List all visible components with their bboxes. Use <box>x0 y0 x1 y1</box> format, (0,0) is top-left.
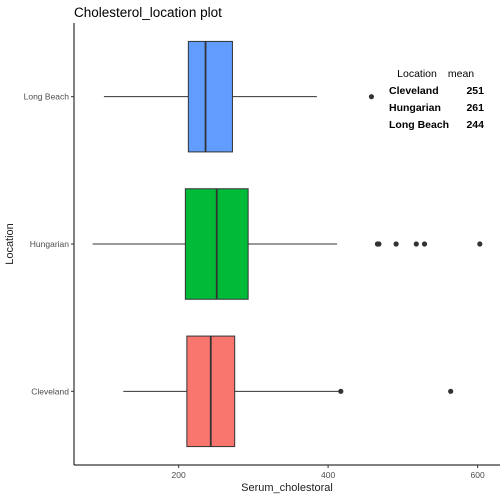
chart-title: Cholesterol_location plot <box>74 5 222 20</box>
outlier-point <box>393 241 399 247</box>
outlier-point <box>368 94 375 100</box>
table-row-mean: 251 <box>466 85 484 97</box>
table-row-location: Cleveland <box>389 85 439 97</box>
table-row-location: Long Beach <box>389 119 449 131</box>
outlier-point <box>338 388 344 394</box>
box-group-long-beach <box>103 40 375 153</box>
x-tick-label: 600 <box>470 470 484 480</box>
y-tick-label: Long Beach <box>24 92 70 102</box>
outlier-point <box>477 241 483 247</box>
outlier-point <box>448 388 454 394</box>
boxes-layer <box>92 40 483 448</box>
table-row-mean: 244 <box>466 119 484 131</box>
table-row-location: Hungarian <box>389 102 441 114</box>
x-axis-title: Serum_cholestoral <box>241 482 333 494</box>
y-tick-label: Hungarian <box>30 239 69 249</box>
box-group-cleveland <box>123 335 454 448</box>
outlier-point <box>421 241 428 247</box>
x-tick-label: 200 <box>172 470 186 480</box>
outlier-point <box>376 241 382 247</box>
y-axis-title: Location <box>4 223 16 265</box>
table-header-location: Location <box>397 68 437 80</box>
mean-annotation-table: Location mean Cleveland 251 Hungarian 26… <box>389 68 484 131</box>
iqr-box <box>187 40 233 153</box>
outlier-point <box>413 241 419 247</box>
x-ticks-layer: 200 400 600 <box>172 465 485 480</box>
table-header-mean: mean <box>448 68 474 80</box>
y-tick-label: Cleveland <box>31 386 69 396</box>
table-row-mean: 261 <box>466 102 484 114</box>
y-ticks-layer: Cleveland Hungarian Long Beach <box>24 92 74 396</box>
box-group-hungarian <box>92 188 483 300</box>
x-tick-label: 400 <box>321 470 335 480</box>
